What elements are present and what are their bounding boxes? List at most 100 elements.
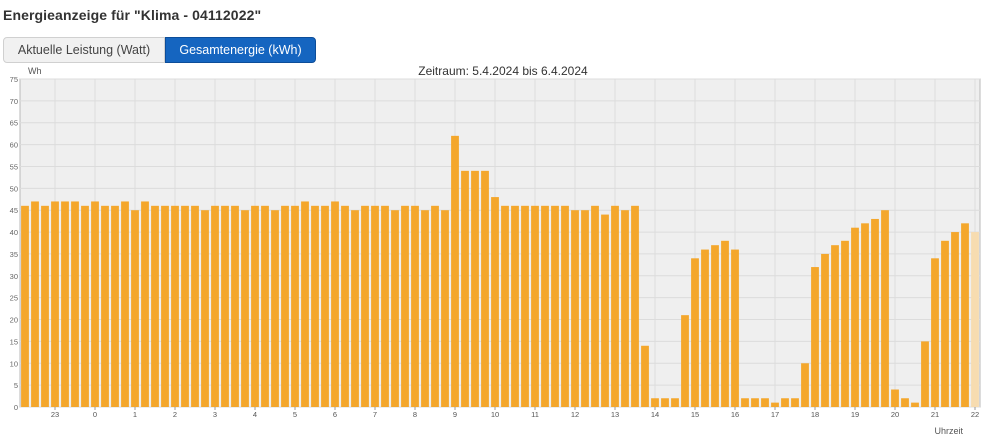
energy-bar[interactable] — [451, 135, 459, 407]
energy-bar[interactable] — [471, 170, 479, 407]
energy-bar[interactable] — [181, 205, 189, 407]
energy-bar[interactable] — [821, 253, 829, 407]
energy-bar[interactable] — [661, 398, 669, 407]
energy-bar[interactable] — [931, 258, 939, 407]
energy-bar[interactable] — [101, 205, 109, 407]
energy-bar[interactable] — [771, 402, 779, 407]
energy-bar[interactable] — [811, 267, 819, 407]
energy-bar[interactable] — [191, 205, 199, 407]
energy-bar[interactable] — [951, 232, 959, 407]
energy-bar[interactable] — [321, 205, 329, 407]
energy-bar[interactable] — [671, 398, 679, 407]
energy-bar[interactable] — [621, 210, 629, 407]
energy-bar[interactable] — [521, 205, 529, 407]
energy-bar[interactable] — [751, 398, 759, 407]
energy-bar[interactable] — [611, 205, 619, 407]
energy-bar[interactable] — [501, 205, 509, 407]
energy-bar[interactable] — [221, 205, 229, 407]
energy-bar[interactable] — [351, 210, 359, 407]
energy-bar[interactable] — [261, 205, 269, 407]
energy-bar[interactable] — [901, 398, 909, 407]
energy-bar[interactable] — [851, 227, 859, 407]
energy-bar[interactable] — [401, 205, 409, 407]
tab-total-energy[interactable]: Gesamtenergie (kWh) — [165, 37, 316, 63]
energy-bar[interactable] — [681, 315, 689, 407]
energy-bar[interactable] — [131, 210, 139, 407]
energy-bar[interactable] — [701, 249, 709, 407]
energy-bar[interactable] — [431, 205, 439, 407]
energy-bar[interactable] — [801, 363, 809, 407]
energy-bar[interactable] — [21, 205, 29, 407]
energy-bar[interactable] — [391, 210, 399, 407]
energy-bar[interactable] — [51, 201, 59, 407]
energy-bar[interactable] — [211, 205, 219, 407]
tab-current-power[interactable]: Aktuelle Leistung (Watt) — [3, 37, 165, 63]
energy-bar[interactable] — [241, 210, 249, 407]
energy-bar[interactable] — [651, 398, 659, 407]
energy-bar[interactable] — [141, 201, 149, 407]
energy-bar[interactable] — [891, 389, 899, 407]
energy-bar[interactable] — [291, 205, 299, 407]
energy-bar[interactable] — [31, 201, 39, 407]
energy-bar[interactable] — [841, 240, 849, 407]
energy-bar[interactable] — [491, 197, 499, 407]
energy-bar[interactable] — [281, 205, 289, 407]
energy-bar[interactable] — [541, 205, 549, 407]
energy-bar[interactable] — [231, 205, 239, 407]
energy-bar[interactable] — [201, 210, 209, 407]
energy-bar[interactable] — [251, 205, 259, 407]
y-tick-label: 25 — [10, 294, 18, 303]
energy-bar[interactable] — [161, 205, 169, 407]
energy-bar[interactable] — [371, 205, 379, 407]
energy-bar[interactable] — [411, 205, 419, 407]
energy-bar[interactable] — [111, 205, 119, 407]
energy-bar[interactable] — [741, 398, 749, 407]
energy-bar[interactable] — [591, 205, 599, 407]
energy-bar[interactable] — [711, 245, 719, 407]
energy-bar[interactable] — [881, 210, 889, 407]
energy-bar[interactable] — [631, 205, 639, 407]
energy-bar[interactable] — [361, 205, 369, 407]
energy-bar[interactable] — [331, 201, 339, 407]
energy-bar[interactable] — [341, 205, 349, 407]
energy-bar[interactable] — [311, 205, 319, 407]
energy-bar[interactable] — [731, 249, 739, 407]
energy-bar[interactable] — [831, 245, 839, 407]
energy-bar[interactable] — [721, 240, 729, 407]
energy-bar[interactable] — [641, 345, 649, 407]
energy-bar[interactable] — [151, 205, 159, 407]
energy-bar[interactable] — [61, 201, 69, 407]
energy-bar[interactable] — [511, 205, 519, 407]
energy-bar[interactable] — [581, 210, 589, 407]
energy-bar[interactable] — [91, 201, 99, 407]
energy-bar[interactable] — [861, 223, 869, 407]
energy-bar[interactable] — [381, 205, 389, 407]
y-axis: 0 5 10 15 20 25 30 35 40 45 50 55 60 65 70 75 — [10, 75, 18, 412]
energy-bar[interactable] — [971, 232, 979, 407]
energy-bar[interactable] — [71, 201, 79, 407]
energy-bar[interactable] — [761, 398, 769, 407]
energy-bar[interactable] — [911, 402, 919, 407]
energy-bar[interactable] — [781, 398, 789, 407]
energy-bar[interactable] — [81, 205, 89, 407]
energy-bar[interactable] — [271, 210, 279, 407]
energy-bar[interactable] — [481, 170, 489, 407]
energy-bar[interactable] — [691, 258, 699, 407]
energy-bar[interactable] — [171, 205, 179, 407]
energy-bar[interactable] — [121, 201, 129, 407]
energy-bar[interactable] — [301, 201, 309, 407]
energy-bar[interactable] — [941, 240, 949, 407]
energy-bar[interactable] — [41, 205, 49, 407]
energy-bar[interactable] — [561, 205, 569, 407]
energy-bar[interactable] — [421, 210, 429, 407]
energy-bar[interactable] — [531, 205, 539, 407]
energy-bar[interactable] — [551, 205, 559, 407]
energy-bar[interactable] — [461, 170, 469, 407]
energy-bar[interactable] — [601, 214, 609, 407]
energy-bar[interactable] — [921, 341, 929, 407]
energy-bar[interactable] — [791, 398, 799, 407]
energy-bar[interactable] — [571, 210, 579, 407]
energy-bar[interactable] — [961, 223, 969, 407]
energy-bar[interactable] — [441, 210, 449, 407]
energy-bar[interactable] — [871, 218, 879, 407]
